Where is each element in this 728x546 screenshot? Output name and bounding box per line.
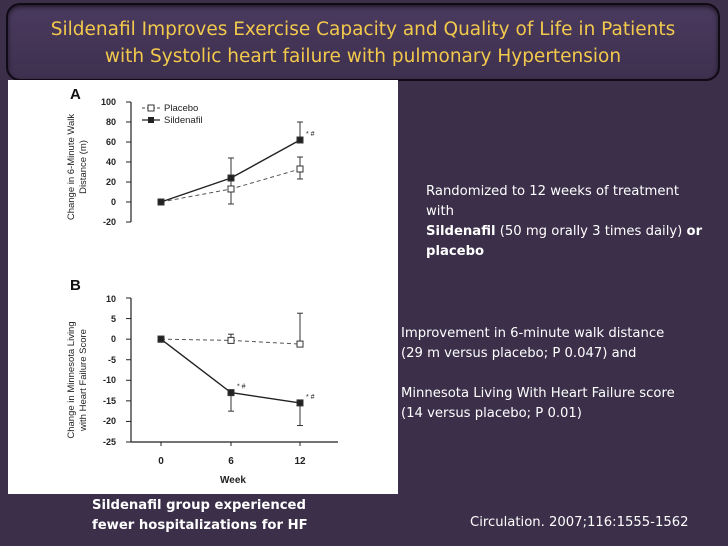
results-line-2: (29 m versus placebo; P 0.047) and — [401, 346, 637, 361]
b-ytick-label: -10 — [103, 375, 116, 385]
panel-a-ylabel-line1: Change in 6-Minute Walk — [66, 114, 77, 221]
a-ytick-label: -20 — [103, 217, 116, 227]
panel-a-label: A — [70, 86, 81, 103]
b-xtick-label: 12 — [294, 456, 306, 467]
a-ytick-label: 60 — [106, 137, 116, 147]
hospitalization-line-1: Sildenafil group experienced — [92, 498, 306, 513]
panel-a-legend: Placebo Sildenafil — [142, 103, 203, 126]
sildenafil-data-point — [157, 335, 165, 343]
legend-placebo-label: Placebo — [164, 103, 198, 114]
results-line-3: Minnesota Living With Heart Failure scor… — [401, 386, 675, 401]
panel-a-plot-area: * # — [126, 101, 315, 223]
a-ytick-label: 100 — [101, 97, 116, 107]
slide-title-line-2: with Systolic heart failure with pulmona… — [104, 46, 622, 67]
b-xtick-label: 0 — [158, 456, 164, 467]
methods-or: or — [686, 224, 703, 239]
panel-a-ylabel-line2: Distance (m) — [78, 140, 89, 194]
methods-line-2: with — [426, 204, 454, 219]
sildenafil-data-point — [296, 136, 304, 144]
b-ytick-label: 0 — [111, 334, 116, 344]
sildenafil-data-point — [296, 399, 304, 407]
panel-a-y-ticks: 100 80 60 40 20 0 -20 — [101, 97, 116, 227]
panel-b-x-ticks: 0 6 12 — [158, 456, 306, 467]
b-ytick-label: -15 — [103, 396, 116, 406]
sildenafil-data-point — [227, 389, 235, 397]
methods-line-4: placebo — [426, 242, 726, 262]
figure-panel: A Change in 6-Minute Walk Distance (m) 1… — [8, 80, 398, 494]
significance-annotation: * # — [306, 394, 315, 401]
results-text: Improvement in 6-minute walk distance (2… — [401, 324, 726, 424]
placebo-data-point — [227, 336, 235, 344]
slide-title-line-1: Sildenafil Improves Exercise Capacity an… — [50, 19, 676, 40]
legend-sildenafil-marker — [148, 117, 154, 123]
results-line-4: (14 versus placebo; P 0.01) — [401, 406, 582, 421]
results-line-1: Improvement in 6-minute walk distance — [401, 326, 665, 341]
significance-annotation: * # — [306, 131, 315, 138]
methods-line-3: Sildenafil (50 mg orally 3 times daily) … — [426, 222, 726, 242]
results-spacer — [401, 364, 726, 384]
placebo-data-point — [296, 340, 304, 348]
sildenafil-data-point — [227, 174, 235, 182]
methods-line-1: Randomized to 12 weeks of treatment — [426, 184, 680, 199]
legend-placebo-marker — [147, 104, 155, 112]
citation: Circulation. 2007;116:1555-1562 — [470, 515, 689, 530]
methods-dose: (50 mg orally 3 times daily) — [499, 224, 683, 239]
a-ytick-label: 40 — [106, 157, 116, 167]
placebo-data-point — [296, 165, 304, 173]
b-ytick-label: 10 — [106, 294, 116, 304]
b-ytick-label: -25 — [103, 437, 116, 447]
panel-a-ylabel: Change in 6-Minute Walk Distance (m) — [66, 114, 89, 221]
panel-b-label: B — [70, 277, 81, 294]
a-ytick-label: 80 — [106, 117, 116, 127]
chart-figure: A Change in 6-Minute Walk Distance (m) 1… — [66, 86, 338, 486]
panel-b-ylabel: Change in Minnesota Living with Heart Fa… — [66, 321, 89, 438]
b-ytick-label: 5 — [111, 314, 116, 324]
b-ytick-label: -20 — [103, 416, 116, 426]
b-ytick-label: -5 — [108, 355, 116, 365]
panel-b-xlabel: Week — [220, 475, 246, 486]
a-ytick-label: 20 — [106, 177, 116, 187]
placebo-data-point — [227, 185, 235, 193]
legend-sildenafil-label: Sildenafil — [164, 115, 203, 126]
significance-annotation: * # — [237, 384, 246, 391]
methods-text: Randomized to 12 weeks of treatment with… — [426, 182, 726, 262]
sildenafil-data-point — [157, 198, 165, 206]
panel-b-ylabel-line2: with Heart Failure Score — [78, 329, 89, 432]
title-box: Sildenafil Improves Exercise Capacity an… — [6, 3, 720, 81]
panel-b-plot-area: * # * # — [126, 297, 315, 446]
hospitalization-text: Sildenafil group experienced fewer hospi… — [92, 496, 352, 536]
b-xtick-label: 6 — [228, 456, 234, 467]
panel-b-y-ticks: 10 5 0 -5 -10 -15 -20 -25 — [103, 294, 116, 447]
methods-placebo: placebo — [426, 244, 485, 259]
hospitalization-line-2: fewer hospitalizations for HF — [92, 518, 308, 533]
a-ytick-label: 0 — [111, 197, 116, 207]
panel-b-ylabel-line1: Change in Minnesota Living — [66, 321, 77, 438]
methods-drug: Sildenafil — [426, 224, 496, 239]
